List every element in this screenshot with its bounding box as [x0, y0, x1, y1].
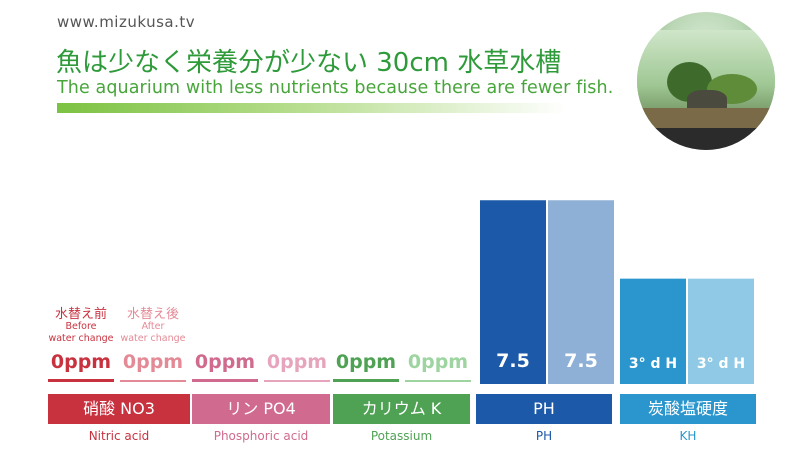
phosphate-zero-line-after	[264, 380, 330, 382]
ph-bar-after	[548, 200, 614, 384]
nitrate-zero-line-before	[48, 379, 114, 382]
category-label-ph: PH	[476, 394, 612, 424]
ph-value-after: 7.5	[564, 350, 598, 372]
potassium-zero-line-after	[405, 380, 471, 382]
nitrate-value-before: 0ppm	[50, 351, 112, 373]
potassium-value-before: 0ppm	[335, 351, 397, 373]
kh-bar-before	[620, 278, 686, 384]
legend-before-en: Before water change	[48, 321, 114, 344]
page-title-jp: 魚は少なく栄養分が少ない 30cm 水草水槽	[56, 48, 562, 78]
kh-bar-after	[688, 278, 754, 384]
nitrate-value-after: 0ppm	[122, 351, 184, 373]
category-sublabel-phosphate: Phosphoric acid	[213, 429, 309, 443]
category-label-phosphate: リン PO4	[192, 394, 330, 424]
category-sublabel-potassium: Potassium	[370, 429, 433, 443]
kh-value-after: 3° d H	[696, 356, 746, 372]
category-label-nitrate: 硝酸 NO3	[48, 394, 190, 424]
phosphate-value-after: 0ppm	[266, 351, 328, 373]
category-label-potassium: カリウム K	[333, 394, 470, 424]
ph-bar-before	[480, 200, 546, 384]
potassium-zero-line-before	[333, 379, 399, 382]
title-underline	[57, 103, 567, 113]
category-sublabel-ph: PH	[535, 429, 553, 443]
kh-value-before: 3° d H	[628, 356, 678, 372]
ph-value-before: 7.5	[496, 350, 530, 372]
aquarium-thumbnail	[637, 12, 775, 150]
legend-before-jp: 水替え前	[54, 307, 107, 322]
potassium-value-after: 0ppm	[407, 351, 469, 373]
category-sublabel-kh: KH	[679, 429, 697, 443]
legend-after-jp: 水替え後	[126, 307, 179, 322]
nitrate-zero-line-after	[120, 380, 186, 382]
legend-after-en: After water change	[120, 321, 186, 344]
category-sublabel-nitrate: Nitric acid	[88, 429, 150, 443]
category-label-kh: 炭酸塩硬度	[620, 394, 756, 424]
phosphate-zero-line-before	[192, 379, 258, 382]
page-title-en: The aquarium with less nutrients because…	[57, 78, 614, 98]
site-url[interactable]: www.mizukusa.tv	[57, 13, 196, 31]
phosphate-value-before: 0ppm	[194, 351, 256, 373]
